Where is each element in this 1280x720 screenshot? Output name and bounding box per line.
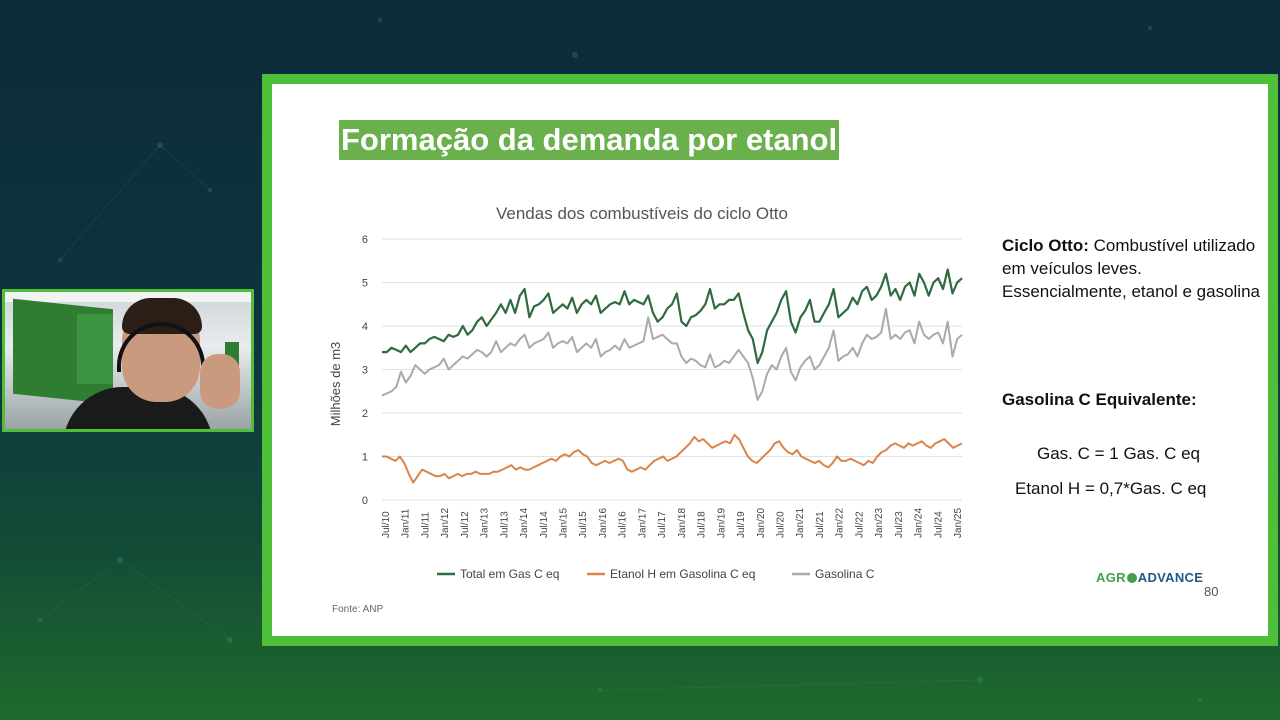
y-tick-label: 3 — [362, 365, 368, 377]
y-tick-label: 2 — [362, 408, 368, 420]
line-chart: Vendas dos combustíveis do ciclo Otto Mi… — [328, 204, 964, 581]
y-tick-label: 0 — [362, 495, 368, 507]
slide-frame: Formação da demanda por etanol Vendas do… — [262, 74, 1278, 646]
x-tick-label: Jul/17 — [657, 511, 668, 538]
chart-series — [381, 268, 963, 484]
ciclo-otto-definition: Ciclo Otto: Combustível utilizado em veí… — [1002, 234, 1262, 303]
x-tick-label: Jul/10 — [381, 511, 392, 538]
definition-term: Ciclo Otto: — [1002, 236, 1089, 255]
series-line-3 — [381, 307, 963, 401]
x-tick-label: Jul/11 — [420, 512, 431, 538]
equivalent-title: Gasolina C Equivalente: — [1002, 390, 1197, 409]
x-tick-label: Jul/23 — [894, 511, 905, 538]
x-tick-label: Jul/14 — [539, 511, 550, 538]
x-tick-label: Jan/20 — [756, 508, 767, 538]
x-tick-label: Jan/23 — [874, 508, 885, 538]
chart-legend: Total em Gas C eq Etanol H em Gasolina C … — [437, 567, 875, 581]
x-tick-label: Jan/16 — [598, 508, 609, 538]
x-tick-label: Jul/13 — [499, 511, 510, 538]
y-axis-label: Milhões de m3 — [328, 342, 343, 427]
x-tick-label: Jan/15 — [559, 508, 570, 538]
legend-label: Etanol H em Gasolina C eq — [610, 567, 755, 581]
formula-etanol: Etanol H = 0,7*Gas. C eq — [1015, 479, 1207, 498]
formula-gasolina: Gas. C = 1 Gas. C eq — [1037, 444, 1200, 463]
webcam-wall-banner-2 — [77, 314, 113, 384]
x-tick-label: Jan/21 — [795, 508, 806, 538]
x-axis-ticks: Jul/10 Jan/11 Jul/11 Jan/12 Jul/12 Jan/13 Jul/… — [381, 508, 964, 538]
y-tick-label: 1 — [362, 452, 368, 464]
slide-title: Formação da demanda por etanol — [339, 120, 840, 160]
x-tick-label: Jul/22 — [854, 511, 865, 538]
x-tick-label: Jul/19 — [736, 511, 747, 538]
x-tick-label: Jan/12 — [440, 508, 451, 538]
chart-grid — [382, 238, 962, 501]
series-line-2 — [382, 433, 963, 484]
y-axis-ticks: 0 1 2 3 4 5 6 — [362, 234, 368, 507]
page-number: 80 — [1204, 584, 1219, 599]
x-tick-label: Jan/14 — [519, 508, 530, 538]
x-tick-label: Jan/19 — [716, 508, 727, 538]
x-tick-label: Jul/16 — [618, 511, 629, 538]
presenter-webcam — [2, 289, 254, 432]
slide: Formação da demanda por etanol Vendas do… — [272, 84, 1268, 636]
x-tick-label: Jul/15 — [578, 511, 589, 538]
y-tick-label: 6 — [362, 234, 368, 246]
y-tick-label: 5 — [362, 278, 368, 290]
logo-globe-icon — [1126, 573, 1137, 583]
x-tick-label: Jan/25 — [953, 508, 964, 538]
x-tick-label: Jan/13 — [480, 508, 491, 538]
x-tick-label: Jul/18 — [697, 511, 708, 538]
x-tick-label: Jul/20 — [775, 511, 786, 538]
x-tick-label: Jan/11 — [401, 508, 412, 538]
logo-agro: AGR — [1096, 570, 1126, 585]
agroadvance-logo: AGR ADVANCE — [1096, 570, 1203, 585]
x-tick-label: Jan/22 — [835, 508, 846, 538]
definition-text: Combustível utilizado em veículos leves.… — [1002, 236, 1260, 301]
x-tick-label: Jul/24 — [933, 511, 944, 538]
legend-label: Gasolina C — [815, 567, 875, 581]
y-tick-label: 4 — [362, 321, 368, 333]
legend-label: Total em Gas C eq — [460, 567, 559, 581]
x-tick-label: Jul/12 — [460, 511, 471, 538]
x-tick-label: Jan/17 — [637, 508, 648, 538]
source-note: Fonte: ANP — [332, 604, 384, 615]
logo-advance: ADVANCE — [1137, 570, 1204, 585]
x-tick-label: Jan/24 — [914, 508, 925, 538]
x-tick-label: Jul/21 — [815, 511, 826, 538]
series-line-1 — [382, 268, 963, 365]
presenter-hand — [200, 354, 240, 409]
webcam-ceiling — [5, 292, 251, 302]
chart-title: Vendas dos combustíveis do ciclo Otto — [496, 204, 788, 223]
x-tick-label: Jan/18 — [677, 508, 688, 538]
